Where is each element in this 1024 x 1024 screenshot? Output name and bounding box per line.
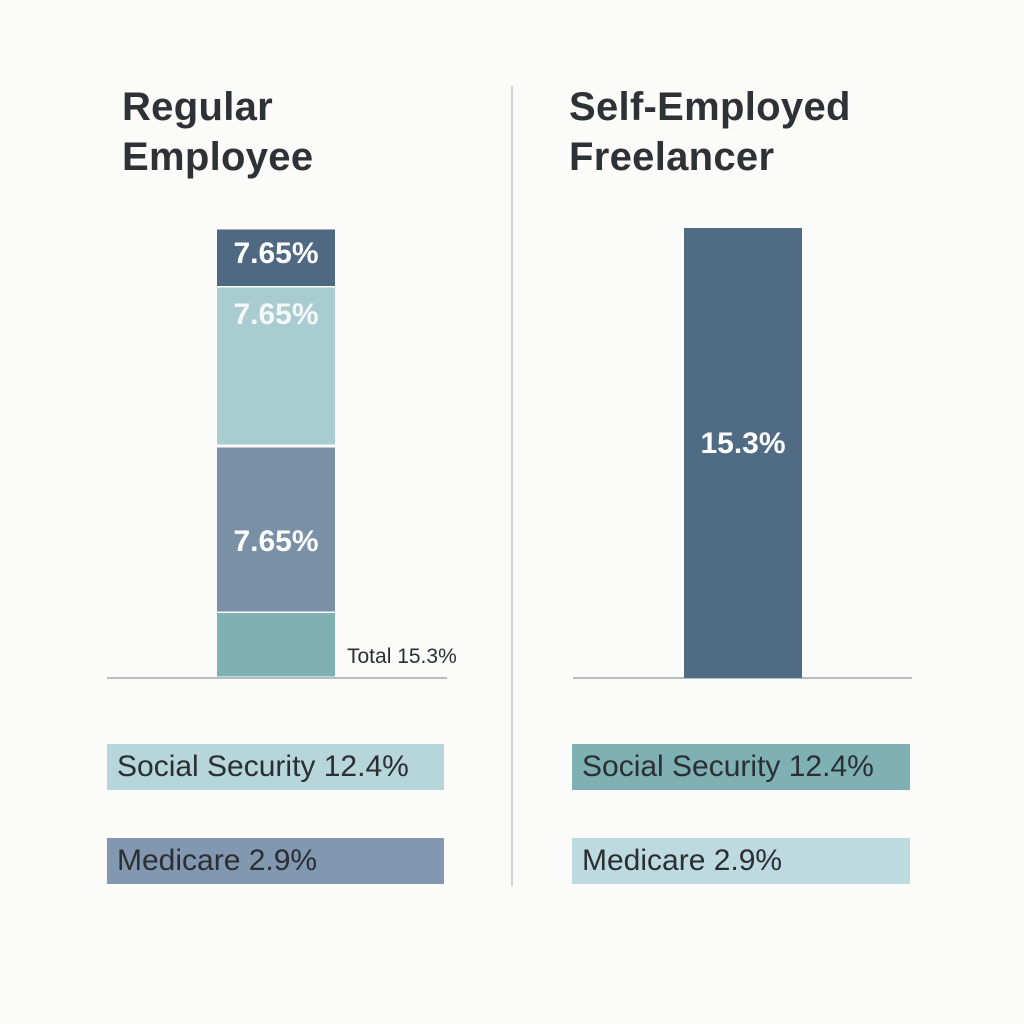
chart-title-line: Employee <box>122 135 314 179</box>
bar-segment <box>217 447 335 612</box>
legend-item-medicare: Medicare 2.9% <box>107 838 444 884</box>
data-label: 7.65% <box>233 237 318 270</box>
chart-title: Regular Employee <box>122 82 313 182</box>
legend-item-medicare: Medicare 2.9% <box>572 838 910 884</box>
data-label: 7.65% <box>233 298 318 331</box>
bar <box>684 228 802 678</box>
legend-label: Medicare 2.9% <box>117 844 318 877</box>
chart-title-line: Freelancer <box>569 135 775 179</box>
bar-segment <box>217 287 335 445</box>
legend-label: Medicare 2.9% <box>582 844 783 877</box>
legend-label: Social Security 12.4% <box>582 750 874 783</box>
legend-label: Social Security 12.4% <box>117 750 409 783</box>
bar-segment <box>217 229 335 286</box>
regular-employee-chart: 7.65% 7.65% 7.65% Total 15.3% <box>107 229 457 679</box>
chart-title-line: Self-Employed <box>569 85 851 129</box>
data-label: 7.65% <box>233 525 318 558</box>
bar-segment <box>217 613 335 677</box>
chart-title: Self-Employed Freelancer <box>569 82 851 182</box>
regular-employee-panel: Regular Employee 7.65% 7.65% 7.65% Total 15… <box>0 0 510 1024</box>
panel-divider <box>511 86 513 886</box>
chart-title-line: Regular <box>122 85 274 129</box>
legend-item-social-security: Social Security 12.4% <box>572 744 910 790</box>
legend-item-social-security: Social Security 12.4% <box>107 744 444 790</box>
self-employed-chart: 15.3% <box>573 228 912 679</box>
data-label: 15.3% <box>700 427 785 460</box>
self-employed-panel: Self-Employed Freelancer 15.3% Social Se… <box>512 0 1024 1024</box>
total-label: Total 15.3% <box>347 645 457 668</box>
